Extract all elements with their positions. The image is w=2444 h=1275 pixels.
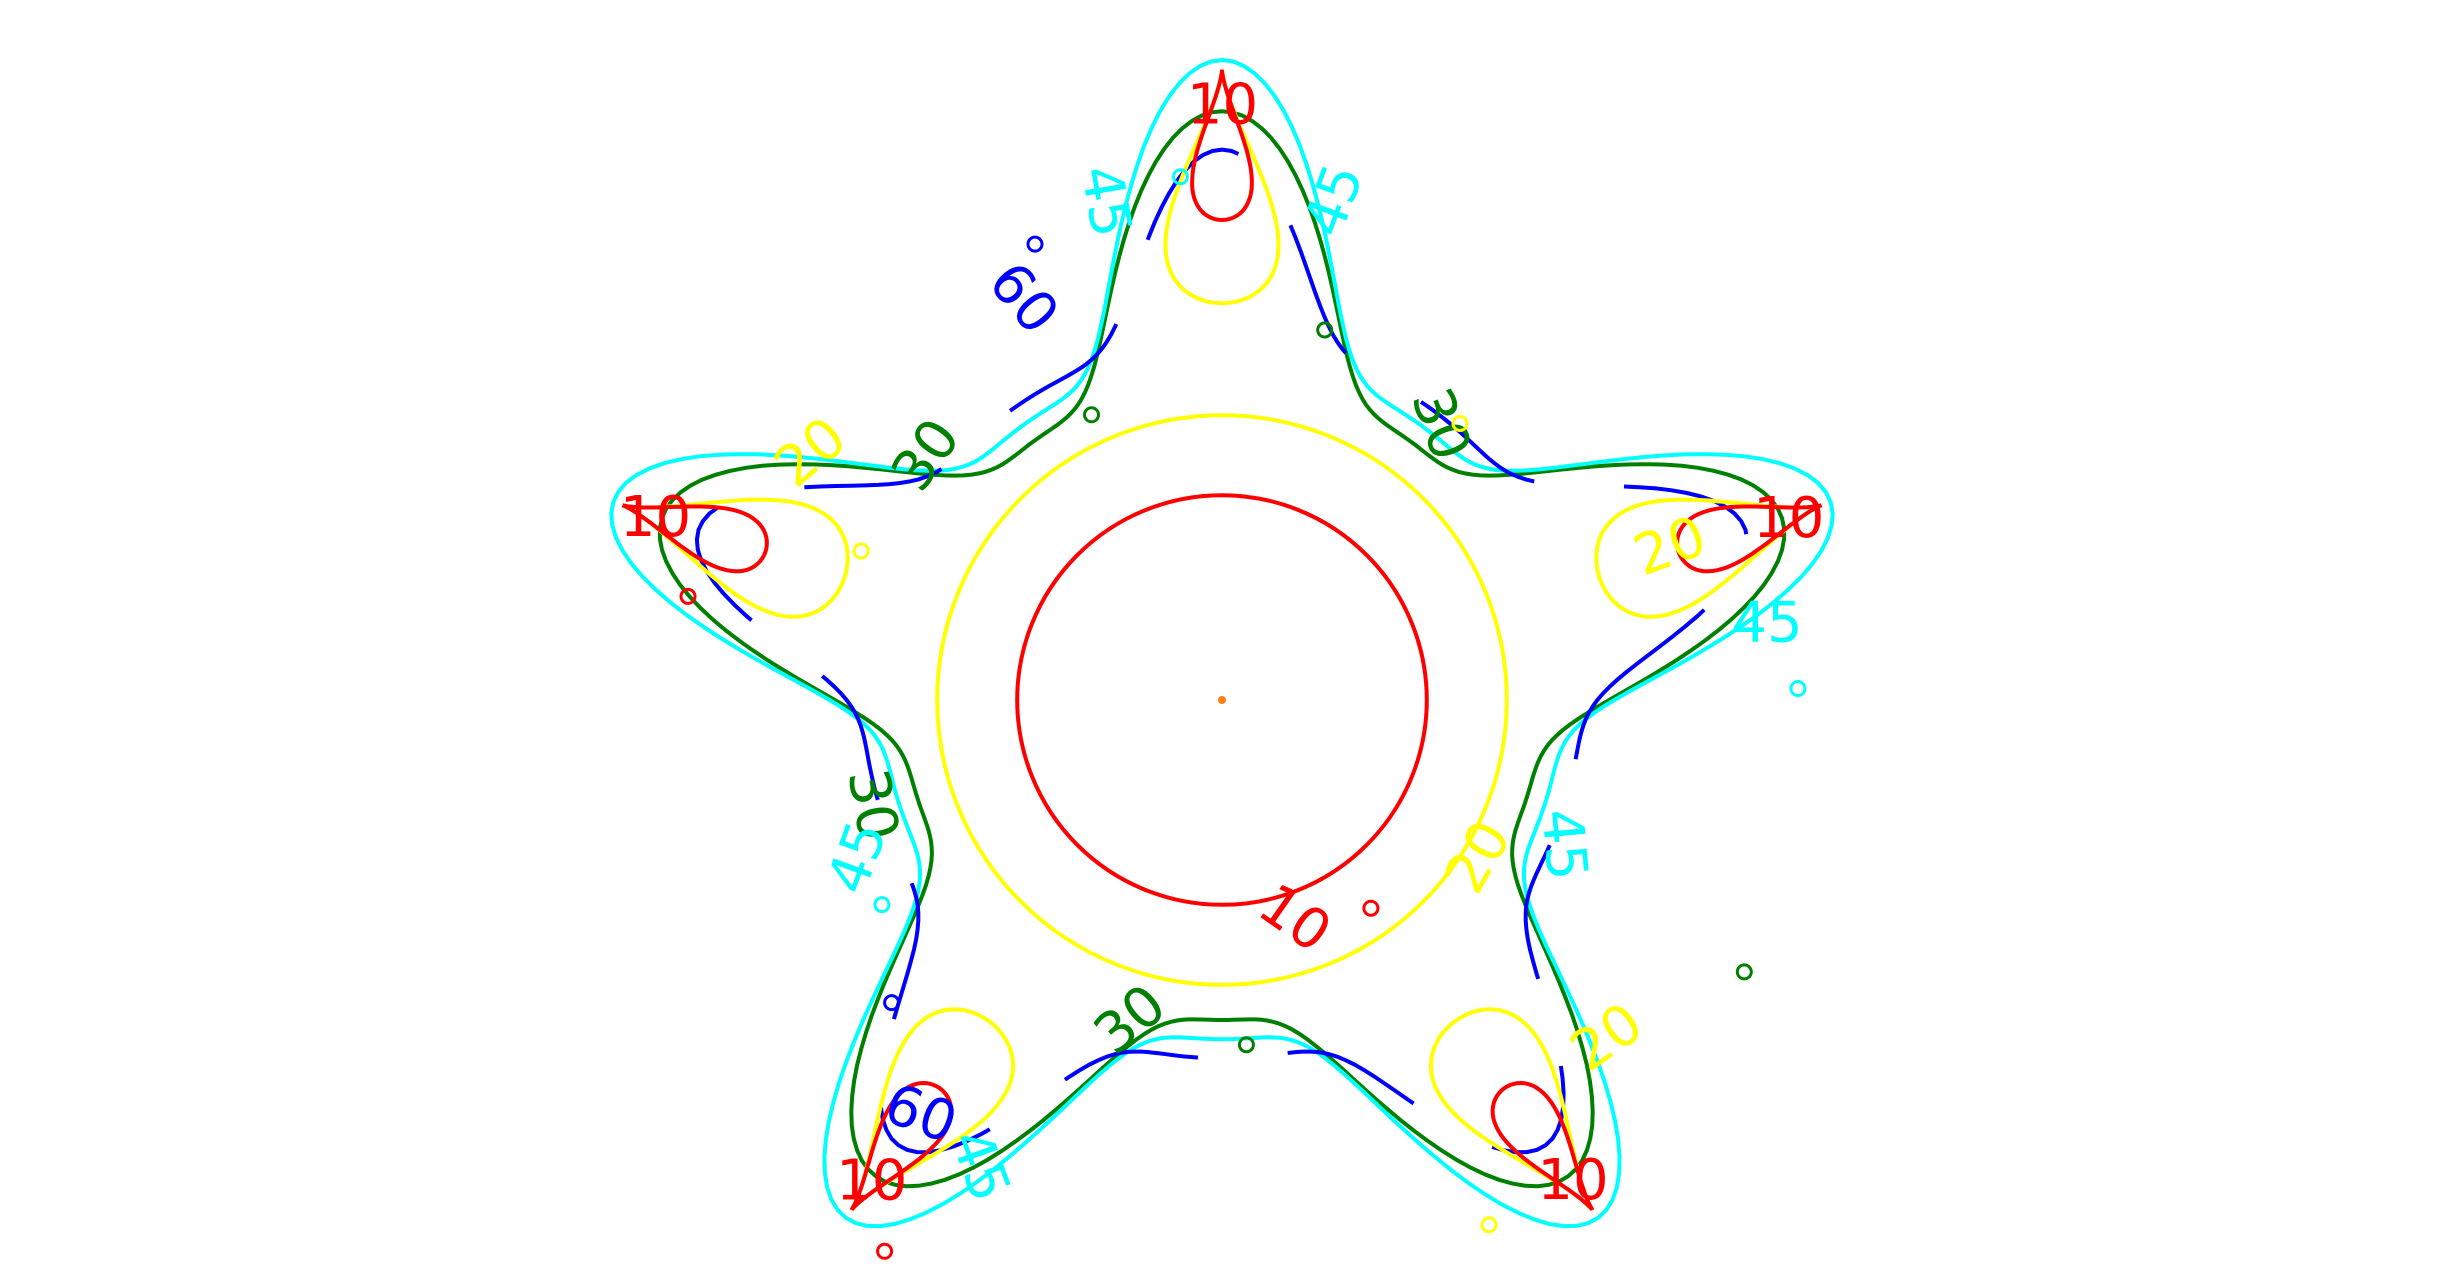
contour-label-20-1: 20 — [1432, 810, 1524, 904]
contour-marker-8 — [1735, 963, 1753, 981]
contour-marker-11 — [883, 994, 901, 1012]
contour-marker-3 — [1316, 321, 1334, 339]
contour-lines — [609, 57, 1835, 1229]
contour-label-10-13: 10 — [1753, 486, 1824, 551]
contour-marker-2 — [1083, 406, 1100, 424]
contour-markers — [679, 168, 1807, 1260]
contour-label-10-16: 10 — [836, 1149, 907, 1214]
contour-marker-5 — [1026, 235, 1044, 253]
contour-label-30-4: 30 — [879, 407, 973, 503]
contour-label-10-0: 10 — [1247, 872, 1343, 966]
contour-label-10-12: 10 — [1187, 72, 1258, 137]
center-point — [1218, 696, 1226, 704]
contour-line-20-arm-0 — [1163, 69, 1281, 306]
contour-line-30 — [657, 109, 1787, 1189]
contour-marker-9 — [1789, 680, 1807, 697]
contour-label-30-3: 30 — [1398, 380, 1483, 469]
contour-line-10-center — [1015, 493, 1429, 907]
contour-marker-13 — [1172, 168, 1189, 186]
contour-line-20-center — [935, 413, 1509, 987]
contour-marker-12 — [852, 542, 870, 560]
contour-label-45-17: 45 — [1068, 161, 1144, 242]
contour-line-10-arm-1 — [1675, 503, 1823, 574]
contour-line-10-arm-3 — [849, 1080, 954, 1212]
contour-label-20-10: 20 — [1625, 504, 1714, 589]
contour-line-10-arm-2 — [1490, 1080, 1595, 1212]
contour-label-10-15: 10 — [1537, 1148, 1608, 1213]
contour-marker-10 — [1237, 1036, 1255, 1054]
contour-label-60-8: 60 — [976, 250, 1072, 346]
contour-line-10-arm-0 — [1190, 69, 1254, 223]
contour-marker-4 — [873, 896, 891, 914]
contour-label-45-7: 45 — [1528, 806, 1599, 883]
contour-line-60 — [694, 147, 1750, 1155]
contour-marker-0 — [1362, 899, 1380, 917]
contour-line-10-arm-4 — [621, 503, 769, 574]
contour-marker-14 — [876, 1242, 894, 1260]
contour-marker-6 — [679, 587, 697, 605]
contour-label-45-18: 45 — [1291, 156, 1376, 245]
contour-line-45 — [609, 57, 1835, 1229]
contour-marker-7 — [1480, 1216, 1498, 1234]
contour-label-45-19: 45 — [1731, 591, 1802, 656]
contour-label-30-5: 30 — [834, 764, 910, 845]
contour-marker-1 — [1451, 415, 1469, 432]
contour-label-10-14: 10 — [620, 485, 691, 550]
